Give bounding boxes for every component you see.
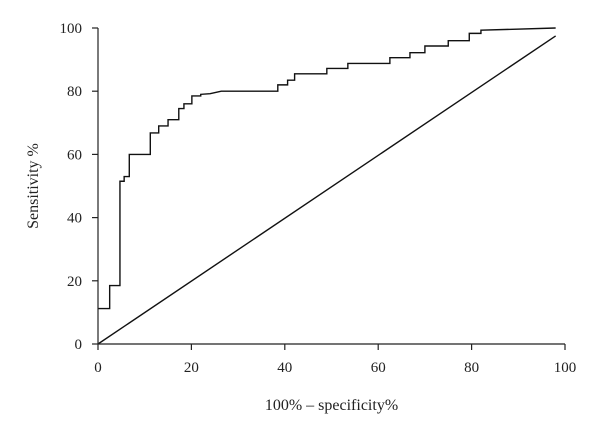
x-tick-label: 40 xyxy=(277,360,292,376)
roc-curve xyxy=(98,27,556,310)
x-tick-label: 20 xyxy=(184,360,199,376)
y-axis-title: Sensitivity % xyxy=(25,143,42,229)
plot-area xyxy=(97,27,557,345)
x-tick-label: 100 xyxy=(554,360,577,376)
x-axis: 0 20 40 60 80 100 xyxy=(94,343,577,376)
y-axis: 0 20 40 60 80 100 xyxy=(60,21,99,353)
y-tick-label: 100 xyxy=(60,21,83,37)
x-tick-label: 60 xyxy=(371,360,386,376)
y-tick-label: 40 xyxy=(67,211,82,227)
x-axis-title: 100% – specificity% xyxy=(265,397,398,414)
y-tick-label: 20 xyxy=(67,274,82,290)
y-tick-label: 0 xyxy=(75,337,83,353)
y-tick-label: 80 xyxy=(67,84,82,100)
y-tick-label: 60 xyxy=(67,147,82,163)
x-tick-label: 0 xyxy=(94,360,102,376)
x-tick-label: 80 xyxy=(464,360,479,376)
reference-diagonal-line xyxy=(97,35,557,345)
